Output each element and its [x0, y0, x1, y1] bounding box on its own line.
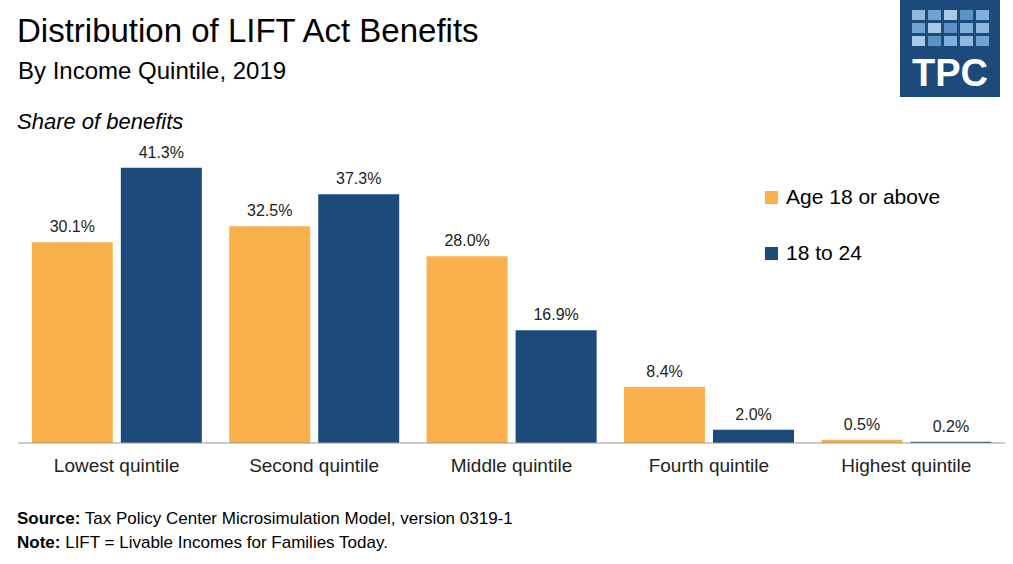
svg-text:28.0%: 28.0% — [444, 232, 489, 249]
svg-text:Fourth quintile: Fourth quintile — [649, 455, 769, 476]
html-text:18 to 24: 18 to 24 — [786, 241, 862, 264]
html-text:Age 18 or above: Age 18 or above — [786, 185, 941, 208]
html-text:Share of benefits: Share of benefits — [17, 109, 184, 134]
svg-text:Second quintile: Second quintile — [249, 455, 379, 476]
svg-text:30.1%: 30.1% — [50, 218, 95, 235]
svg-text:TPC: TPC — [912, 52, 988, 94]
svg-text:Lowest quintile: Lowest quintile — [54, 455, 180, 476]
html-text:By Income Quintile, 2019: By Income Quintile, 2019 — [18, 57, 287, 84]
svg-text:37.3%: 37.3% — [336, 170, 381, 187]
svg-text:2.0%: 2.0% — [735, 406, 771, 423]
svg-text:Middle quintile: Middle quintile — [451, 455, 572, 476]
svg-text:0.2%: 0.2% — [933, 418, 969, 435]
svg-text:16.9%: 16.9% — [533, 306, 578, 323]
svg-text:41.3%: 41.3% — [139, 144, 184, 161]
svg-text:0.5%: 0.5% — [844, 416, 880, 433]
html-text:Source: Tax Policy Center Micr: Source: Tax Policy Center Microsimulatio… — [17, 509, 513, 528]
svg-text:8.4%: 8.4% — [646, 363, 682, 380]
html-text:Note: LIFT = Livable Incomes f: Note: LIFT = Livable Incomes for Familie… — [17, 533, 388, 552]
html-text:Distribution of LIFT Act Benef: Distribution of LIFT Act Benefits — [17, 12, 479, 49]
svg-text:Highest quintile: Highest quintile — [841, 455, 971, 476]
svg-text:32.5%: 32.5% — [247, 202, 292, 219]
